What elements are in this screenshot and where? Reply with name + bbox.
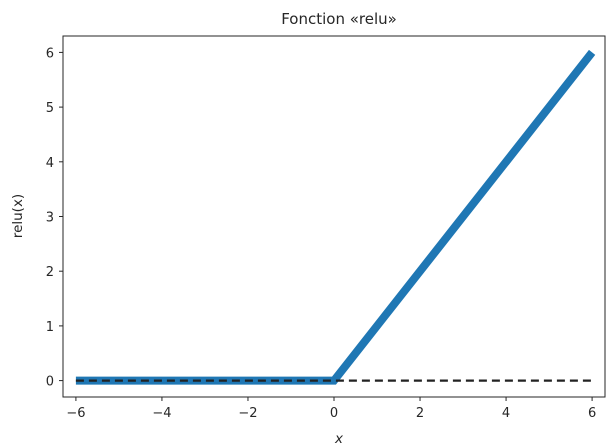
y-tick-label: 2	[46, 265, 54, 280]
y-tick-label: 4	[46, 156, 54, 171]
x-tick-label: −2	[238, 406, 257, 421]
x-tick-label: −6	[66, 406, 85, 421]
y-tick-label: 5	[46, 101, 54, 116]
x-tick-label: −4	[152, 406, 171, 421]
y-tick-label: 3	[46, 211, 54, 226]
y-tick-label: 0	[46, 375, 54, 390]
x-tick-label: 2	[416, 406, 424, 421]
series-layer	[75, 49, 596, 385]
x-tick-label: 4	[502, 406, 510, 421]
chart-title: Fonction «relu»	[281, 10, 397, 28]
x-tick-label: 6	[588, 406, 596, 421]
y-tick-label: 1	[46, 320, 54, 335]
ticks-layer: −6 −4 −2 0 2 4 6 0 1 2 3 4 5 6	[46, 46, 597, 421]
x-tick-label: 0	[330, 406, 338, 421]
plot-area-frame	[62, 35, 606, 398]
y-tick-label: 6	[46, 46, 54, 61]
x-axis-label: x	[334, 431, 344, 447]
relu-series-line	[75, 49, 596, 385]
y-axis-label: relu(x)	[10, 194, 26, 238]
